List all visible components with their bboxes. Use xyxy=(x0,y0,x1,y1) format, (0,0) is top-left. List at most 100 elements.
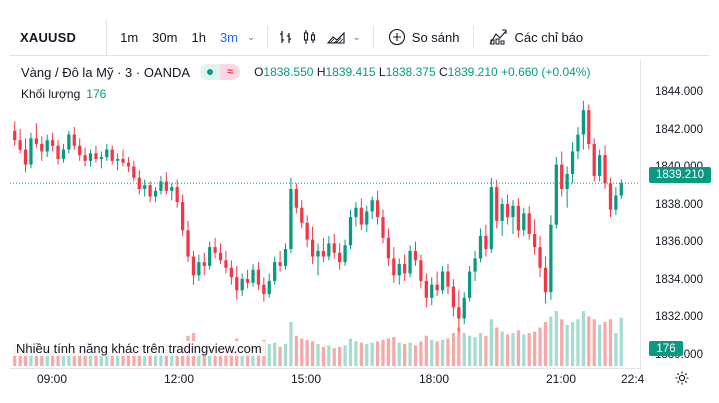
volume-bar xyxy=(105,350,109,366)
close-value: 1839.210 xyxy=(447,65,498,79)
volume-bar xyxy=(148,349,152,366)
market-status-pill[interactable]: ≈ xyxy=(200,64,241,80)
candle-body xyxy=(40,143,44,152)
high-key: H xyxy=(316,65,326,79)
time-tick-label: 09:00 xyxy=(37,372,68,386)
tradingview-watermark-link[interactable]: Nhiều tính năng khác trên tradingview.co… xyxy=(13,341,265,356)
price-tick-label: 1838.000 xyxy=(655,198,703,211)
volume-bar xyxy=(332,348,336,366)
candle-body xyxy=(83,155,87,161)
volume-bar xyxy=(424,335,428,366)
candle-body xyxy=(126,162,131,167)
candle-body xyxy=(419,260,423,281)
candle-style-icon[interactable] xyxy=(298,29,322,45)
candle-body xyxy=(283,249,288,266)
candle-body xyxy=(533,234,537,248)
compare-label: So sánh xyxy=(411,29,460,45)
compare-button[interactable]: So sánh xyxy=(380,28,468,46)
candle-body xyxy=(614,195,618,210)
time-tick-label: 15:00 xyxy=(291,372,322,386)
candle-body xyxy=(50,140,55,146)
candle-body xyxy=(451,286,456,308)
volume-bar xyxy=(587,316,591,366)
candle-body xyxy=(576,134,580,152)
volume-bar xyxy=(164,348,168,366)
open-key: O xyxy=(254,65,264,79)
candle-body xyxy=(78,145,82,156)
candle-body xyxy=(484,235,488,250)
price-tick-label: 1836.000 xyxy=(655,236,703,249)
candle-body xyxy=(560,164,564,189)
area-style-icon[interactable] xyxy=(322,29,350,45)
symbol-search-button[interactable]: XAUUSD xyxy=(10,19,108,55)
indicators-icon xyxy=(490,29,507,45)
candle-body xyxy=(435,284,439,291)
candle-body xyxy=(392,258,396,276)
candle-body xyxy=(94,153,98,159)
candle-body xyxy=(278,262,282,266)
candle-body xyxy=(505,203,510,218)
timeframe-30m[interactable]: 30m xyxy=(152,29,178,45)
volume-bar xyxy=(451,333,456,366)
timeframe-3m[interactable]: 3m xyxy=(219,29,238,45)
volume-bar xyxy=(446,338,450,366)
candle-body xyxy=(500,203,504,221)
candle-body xyxy=(348,217,353,246)
volume-bar xyxy=(359,342,363,366)
volume-bar xyxy=(88,353,93,366)
volume-bar xyxy=(440,339,445,366)
volume-bar xyxy=(505,334,510,366)
candle-body xyxy=(316,250,320,257)
series-title[interactable]: Vàng / Đô la Mỹ · 3 · OANDA xyxy=(21,64,191,80)
market-open-icon xyxy=(200,64,221,80)
timeframe-1m[interactable]: 1m xyxy=(120,29,139,45)
candle-body xyxy=(143,185,147,189)
candle-body xyxy=(413,250,418,261)
indicators-button[interactable]: Các chỉ báo xyxy=(480,28,591,46)
indicators-label: Các chỉ báo xyxy=(514,29,584,45)
volume-bar xyxy=(435,341,439,366)
candle-body xyxy=(332,243,336,253)
candle-body xyxy=(267,280,271,295)
candle-body xyxy=(359,207,363,225)
volume-bar xyxy=(132,349,136,366)
timeframe-1h[interactable]: 1h xyxy=(191,29,206,45)
price-tick-label: 1842.000 xyxy=(655,123,703,136)
candle-body xyxy=(543,267,548,293)
candle-body xyxy=(397,264,401,276)
plus-circle-icon xyxy=(388,28,405,46)
volume-legend[interactable]: Khối lượng 176 xyxy=(21,87,106,101)
candle-body xyxy=(213,247,217,253)
approx-icon: ≈ xyxy=(220,64,241,80)
candle-body xyxy=(251,269,255,283)
settings-gear-icon[interactable] xyxy=(674,370,690,391)
candle-body xyxy=(570,151,575,174)
candle-body xyxy=(99,157,103,159)
candle-body xyxy=(381,217,385,238)
volume-bar xyxy=(419,341,423,366)
chart-type-dropdown-icon[interactable]: ⌄ xyxy=(352,31,361,43)
volume-bar xyxy=(143,350,147,366)
timeframe-dropdown-icon[interactable]: ⌄ xyxy=(247,31,256,43)
candle-body xyxy=(440,271,445,291)
candle-body xyxy=(522,213,526,231)
volume-bar xyxy=(365,344,369,366)
volume-bar xyxy=(273,342,277,366)
volume-bar xyxy=(614,333,618,366)
price-axis[interactable] xyxy=(640,60,719,370)
candle-body xyxy=(208,247,212,266)
bar-style-icon[interactable] xyxy=(274,29,298,45)
volume-bar xyxy=(316,344,320,366)
volume-bar xyxy=(321,346,326,366)
candle-body xyxy=(72,134,76,146)
volume-bar xyxy=(45,348,49,366)
time-axis[interactable] xyxy=(10,368,640,391)
candle-body xyxy=(446,271,450,287)
candle-body xyxy=(148,185,152,197)
volume-bar xyxy=(592,319,596,366)
candle-body xyxy=(105,149,109,158)
volume-bar xyxy=(99,355,103,366)
volume-bar xyxy=(430,339,434,366)
candle-body xyxy=(197,262,201,276)
